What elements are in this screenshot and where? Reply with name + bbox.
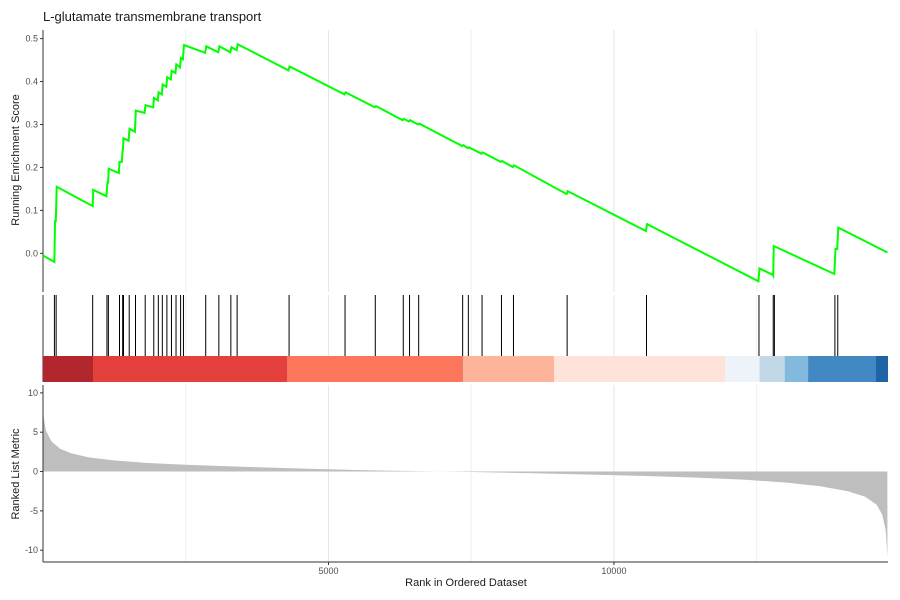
gene-hits-panel (42, 295, 888, 382)
metric-y-tick-label: -5 (30, 506, 38, 516)
es-y-tick-label: 0.1 (25, 205, 38, 215)
metric-y-tick-label: 0 (33, 467, 38, 477)
ranked-metric-panel: 10 5 0 -5 -10 5000 10000 Ranked List Metric R… (10, 385, 888, 589)
color-bar-segment (725, 356, 760, 382)
x-axis: 5000 10000 (43, 561, 888, 576)
color-bar-segment (92, 356, 288, 382)
color-bar-segment (462, 356, 554, 382)
metric-y-axis: 10 5 0 -5 -10 (25, 385, 44, 562)
x-tick-label: 5000 (318, 566, 338, 576)
color-bar-segment (876, 356, 888, 382)
es-y-tick-label: 0.5 (25, 34, 38, 44)
es-y-tick-label: 0.4 (25, 77, 38, 87)
color-bar-segment (287, 356, 463, 382)
chart-title: L-glutamate transmembrane transport (43, 9, 262, 24)
es-y-axis: 0.0 0.1 0.2 0.3 0.4 0.5 (25, 30, 44, 292)
color-bar-segment (784, 356, 809, 382)
metric-gridlines (185, 385, 758, 562)
metric-y-tick-label: 10 (28, 388, 38, 398)
hits-gridlines (185, 295, 758, 356)
metric-y-axis-title: Ranked List Metric (10, 428, 22, 520)
ranked-metric-area (43, 412, 888, 557)
x-axis-title: Rank in Ordered Dataset (405, 577, 527, 589)
es-y-axis-title: Running Enrichment Score (10, 94, 22, 225)
metric-y-tick-label: 5 (33, 427, 38, 437)
enrichment-score-line (42, 42, 888, 283)
metric-y-tick-label: -10 (25, 545, 38, 555)
x-tick-label: 10000 (601, 566, 626, 576)
color-bar-segment (808, 356, 877, 382)
es-y-tick-label: 0.3 (25, 119, 38, 129)
color-bar-segment (43, 356, 93, 382)
es-y-tick-label: 0.2 (25, 162, 38, 172)
color-bar-segment (553, 356, 726, 382)
es-gridlines (185, 30, 758, 292)
color-bar-segment (759, 356, 785, 382)
rank-color-bar (43, 356, 888, 382)
es-y-tick-label: 0.0 (25, 248, 38, 258)
enrichment-score-panel: 0.0 0.1 0.2 0.3 0.4 0.5 Running Enrichment Sc… (10, 30, 888, 292)
